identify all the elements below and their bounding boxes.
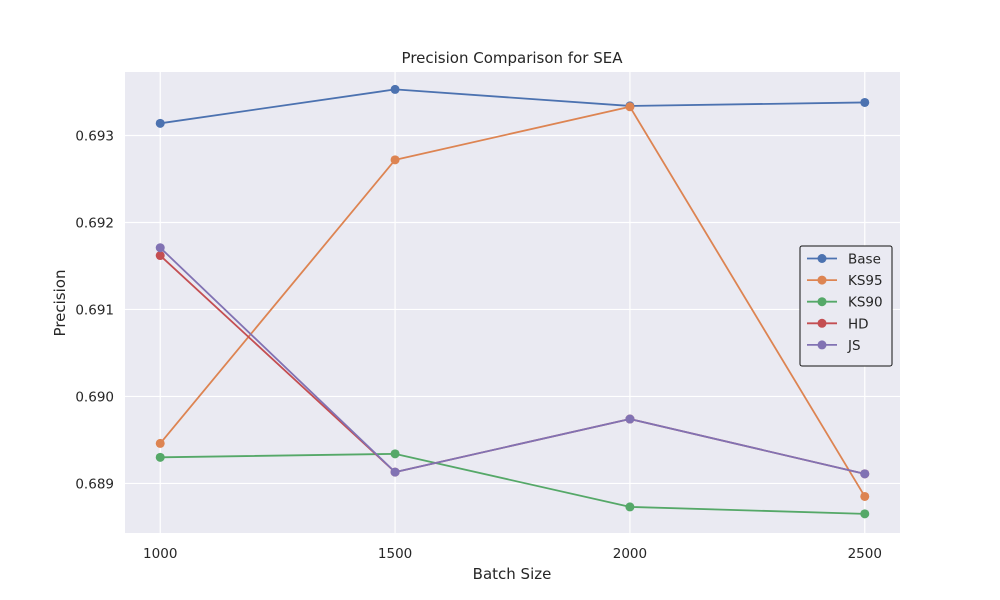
data-point-hd — [155, 251, 165, 261]
y-axis-label: Precision — [51, 270, 69, 337]
legend-label-js: JS — [847, 338, 861, 354]
y-tick-label: 0.691 — [75, 302, 114, 318]
data-point-js — [860, 469, 870, 479]
legend-label-hd: HD — [848, 316, 869, 332]
data-point-ks95 — [625, 102, 635, 112]
data-point-ks90 — [390, 449, 400, 459]
data-point-ks95 — [390, 155, 400, 165]
data-point-ks90 — [155, 452, 165, 462]
legend-marker-hd — [817, 318, 827, 328]
legend-marker-base — [817, 254, 827, 263]
series-ks95 — [155, 102, 870, 501]
plot-background — [125, 72, 900, 533]
x-tick-labels: 1000 1500 2000 2500 — [143, 546, 882, 562]
x-tick-label: 1000 — [143, 546, 177, 562]
series-ks90 — [155, 449, 870, 519]
data-point-js — [390, 467, 400, 477]
legend-label-base: Base — [848, 252, 881, 268]
legend: Base KS95 KS90 HD JS — [799, 245, 893, 367]
series-lines — [155, 84, 870, 519]
series-line-ks90 — [160, 452, 865, 515]
legend-marker-ks90 — [817, 297, 827, 307]
legend-label-ks95: KS95 — [848, 273, 883, 289]
legend-marker-js — [817, 340, 827, 350]
data-point-base — [860, 97, 870, 107]
data-point-js — [625, 414, 635, 424]
data-point-js — [155, 243, 165, 253]
data-point-base — [155, 118, 165, 128]
x-axis-label: Batch Size — [473, 565, 552, 583]
legend-item-hd: HD — [807, 316, 869, 332]
y-tick-label: 0.690 — [75, 389, 114, 405]
series-line-ks95 — [159, 105, 866, 497]
legend-item-ks95: KS95 — [807, 273, 883, 289]
y-tick-label: 0.692 — [75, 215, 114, 231]
y-gridlines — [125, 134, 900, 485]
data-point-base — [390, 84, 400, 94]
y-tick-labels: 0.689 0.690 0.691 0.692 0.693 — [75, 128, 114, 492]
series-js — [155, 243, 870, 479]
data-point-ks95 — [860, 491, 870, 501]
series-line-base — [160, 88, 865, 125]
y-tick-label: 0.693 — [75, 128, 114, 144]
x-tick-label: 2500 — [848, 546, 882, 562]
x-tick-label: 2000 — [613, 546, 647, 562]
data-point-ks95 — [155, 438, 165, 448]
data-point-ks90 — [860, 509, 870, 519]
y-tick-label: 0.689 — [75, 476, 114, 492]
legend-item-base: Base — [807, 252, 881, 268]
x-tick-label: 1500 — [378, 546, 412, 562]
series-line-js — [159, 247, 865, 475]
chart-title: Precision Comparison for SEA — [402, 49, 624, 67]
data-point-ks90 — [625, 502, 635, 512]
legend-label-ks90: KS90 — [848, 295, 883, 311]
legend-marker-ks95 — [817, 275, 827, 285]
legend-item-ks90: KS90 — [807, 295, 883, 311]
legend-item-js: JS — [807, 338, 861, 354]
